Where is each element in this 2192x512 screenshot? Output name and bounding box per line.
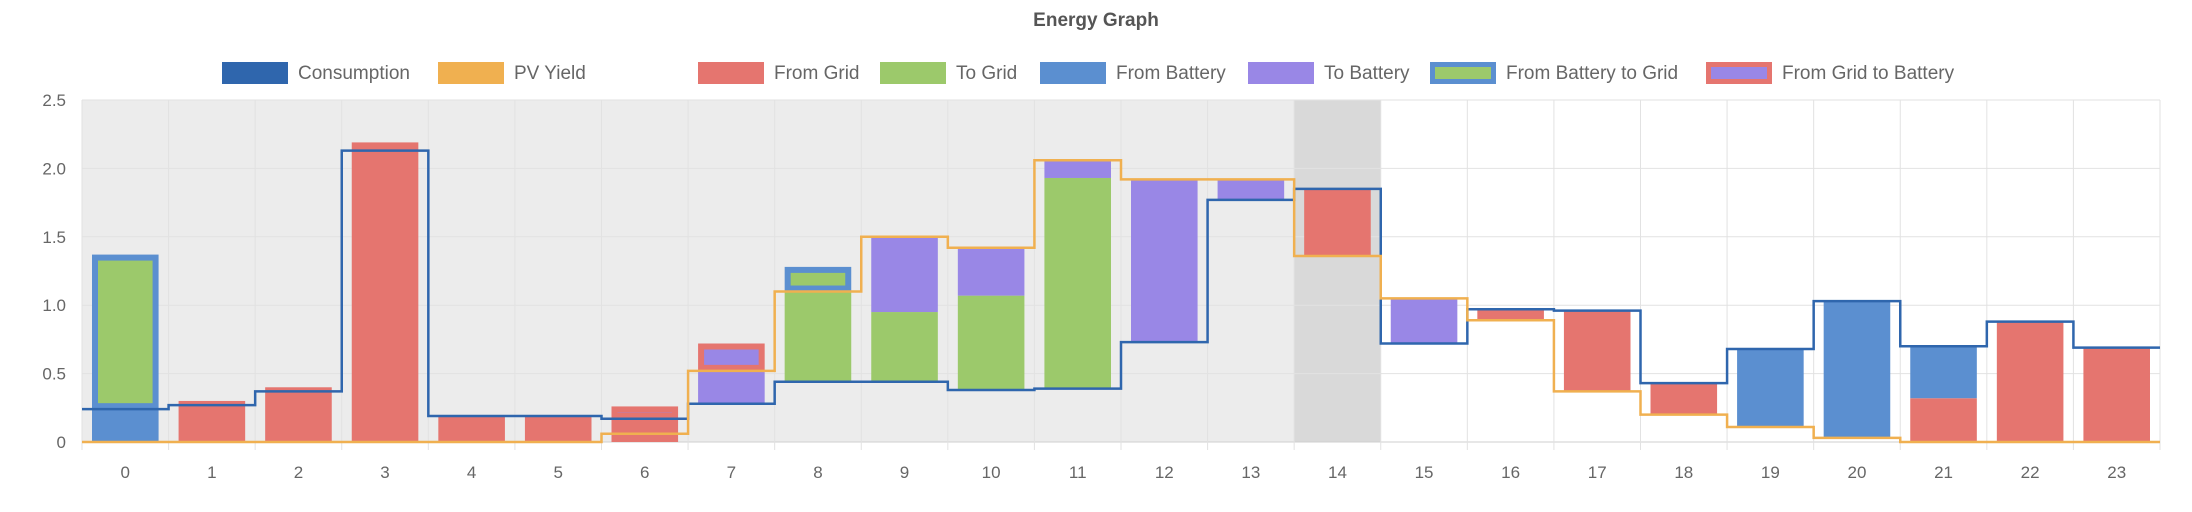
x-tick-label: 8 (813, 463, 822, 482)
bar-segment-from-battery-to-grid (92, 254, 159, 410)
bar-segment-from-grid (1477, 309, 1544, 321)
x-tick-label: 14 (1328, 463, 1347, 482)
legend-label-to-battery: To Battery (1324, 63, 1410, 84)
legend-label-from-battery: From Battery (1116, 63, 1226, 84)
bar-segment-from-battery-to-grid (784, 266, 852, 292)
bar-segment-to-battery (871, 236, 938, 313)
bar-segment-to-battery (1044, 160, 1111, 178)
y-tick-label: 0 (57, 433, 66, 452)
bar-segment-from-grid (611, 418, 679, 442)
bar-segment-from-battery (92, 409, 159, 442)
bar-segment-to-grid (871, 312, 938, 382)
x-tick-label: 19 (1761, 463, 1780, 482)
bar-segment-from-grid-to-battery (698, 343, 765, 371)
y-tick-label: 1.5 (42, 228, 66, 247)
chart-legend: Consumption PV Yield From Grid To Grid From … (222, 62, 1955, 84)
bar-segment-to-grid (957, 295, 1025, 391)
bar-segment-to-grid (784, 291, 852, 382)
x-tick-label: 18 (1674, 463, 1693, 482)
x-tick-label: 0 (121, 463, 130, 482)
bar-segment-to-battery (957, 247, 1025, 296)
x-tick-label: 16 (1501, 463, 1520, 482)
legend-swatch-to-grid (880, 62, 946, 84)
bar-segment-to-grid (1044, 177, 1111, 389)
legend-swatch-from-grid-to-battery (1706, 62, 1772, 84)
chart-title: Energy Graph (1033, 10, 1159, 31)
x-tick-label: 20 (1847, 463, 1866, 482)
bar-segment-from-battery (1823, 301, 1891, 438)
x-tick-label: 11 (1069, 463, 1087, 482)
bar-segment-to-battery (1390, 298, 1458, 344)
legend-swatch-consumption (222, 62, 288, 84)
x-tick-label: 5 (553, 463, 562, 482)
legend-swatch-from-battery-to-grid (1430, 62, 1496, 84)
bar-segment-from-grid-to-battery (611, 406, 679, 419)
legend-label-from-grid-to-battery: From Grid to Battery (1782, 63, 1955, 84)
bar-segment-from-grid (1910, 398, 1977, 442)
consumption-line (82, 149, 2160, 420)
x-tick-label: 22 (2021, 463, 2040, 482)
bar-segment-from-grid (265, 387, 332, 442)
plot-area: 00.51.01.52.02.50 1 2 3 4 5 6 7 8 9 10 11 12 13 14 15 16… (42, 91, 2161, 482)
bar-segment-from-battery (1910, 346, 1977, 399)
bar-layer (92, 142, 2150, 442)
x-tick-label: 6 (640, 463, 649, 482)
bar-segment-from-grid (351, 142, 419, 442)
x-tick-label: 1 (207, 463, 216, 482)
bar-segment-from-grid (178, 400, 246, 442)
legend-swatch-pv-yield (438, 62, 504, 84)
bar-segment-from-battery (1737, 348, 1804, 427)
bar-segment-to-battery (1131, 179, 1198, 343)
legend-label-consumption: Consumption (298, 63, 410, 84)
bar-segment-to-battery (1217, 179, 1285, 200)
x-tick-label: 7 (727, 463, 736, 482)
x-tick-label: 12 (1155, 463, 1174, 482)
bar-segment-from-grid (438, 416, 505, 442)
x-tick-label: 3 (380, 463, 389, 482)
legend-swatch-from-battery (1040, 62, 1106, 84)
pv-yield-line (82, 158, 2160, 444)
x-tick-label: 9 (900, 463, 909, 482)
y-tick-label: 1.0 (42, 296, 66, 315)
x-tick-label: 15 (1415, 463, 1434, 482)
bar-segment-from-grid (1563, 310, 1631, 392)
legend-label-to-grid: To Grid (956, 63, 1017, 84)
current-hour-shade (1294, 100, 1381, 442)
y-tick-label: 2.5 (42, 91, 66, 110)
bar-segment-to-battery (698, 370, 765, 404)
bar-segment-from-grid (1996, 321, 2064, 442)
bar-segment-from-grid (2083, 347, 2150, 442)
legend-swatch-to-battery (1248, 62, 1314, 84)
x-tick-label: 13 (1241, 463, 1260, 482)
y-tick-label: 2.0 (42, 159, 66, 178)
bar-segment-from-grid (1304, 188, 1371, 256)
legend-swatch-from-grid (698, 62, 764, 84)
x-tick-label: 10 (982, 463, 1001, 482)
bar-segment-from-grid (1650, 383, 1718, 415)
bar-segment-from-grid (524, 416, 592, 442)
x-tick-label: 2 (294, 463, 303, 482)
x-tick-label: 23 (2107, 463, 2126, 482)
x-tick-label: 17 (1588, 463, 1607, 482)
x-tick-label: 4 (467, 463, 476, 482)
legend-label-from-battery-to-grid: From Battery to Grid (1506, 63, 1678, 84)
legend-label-from-grid: From Grid (774, 63, 860, 84)
axis-labels: 00.51.01.52.02.50 1 2 3 4 5 6 7 8 9 10 11 12 13 14 15 16… (42, 91, 2126, 482)
legend-label-pv-yield: PV Yield (514, 63, 586, 84)
x-tick-label: 21 (1934, 463, 1953, 482)
line-layer (82, 149, 2160, 444)
y-tick-label: 0.5 (42, 365, 66, 384)
